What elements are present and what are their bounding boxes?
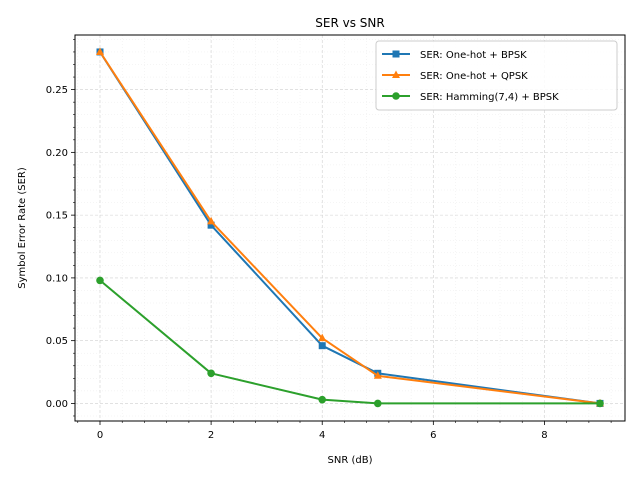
data-point <box>207 216 216 225</box>
data-point <box>96 47 104 55</box>
data-point <box>318 333 327 342</box>
legend-marker <box>392 50 400 58</box>
y-tick-label: 0.20 <box>46 148 68 159</box>
y-tick-label: 0.25 <box>46 85 68 96</box>
legend-marker <box>392 70 400 78</box>
x-tick-label: 0 <box>97 430 103 441</box>
y-axis-label: Symbol Error Rate (SER) <box>17 167 28 289</box>
legend-box <box>375 40 618 111</box>
x-tick-label: 6 <box>430 430 436 441</box>
data-point <box>207 369 215 378</box>
x-tick-label: 2 <box>208 430 214 441</box>
data-point <box>318 342 326 350</box>
grid <box>75 35 625 421</box>
series-3 <box>96 276 604 408</box>
y-tick-label: 0.00 <box>46 399 68 410</box>
chart-title: SER vs SNR <box>315 16 384 30</box>
series-line <box>99 279 600 405</box>
legend: SER: One-hot + BPSK SER: One-hot + QPSK SE… <box>375 40 618 111</box>
y-tick-label: 0.05 <box>46 336 68 347</box>
data-point <box>96 276 104 285</box>
x-tick-label: 8 <box>541 430 547 441</box>
legend-label: SER: One-hot + QPSK <box>420 71 528 82</box>
x-axis-label: SNR (dB) <box>328 455 373 466</box>
y-tick-label: 0.15 <box>46 211 68 222</box>
data-point <box>373 399 382 408</box>
axis-ticks: 0 2 4 6 8 0.00 0.05 0.10 0.15 0.20 0.25 <box>46 39 612 441</box>
data-point <box>373 371 382 379</box>
plot-series <box>96 47 604 408</box>
y-tick-label: 0.10 <box>46 273 68 284</box>
data-point <box>318 395 327 404</box>
legend-label: SER: One-hot + BPSK <box>420 50 527 61</box>
data-point <box>596 399 604 408</box>
data-point <box>207 221 215 229</box>
legend-marker <box>392 92 400 100</box>
x-tick-label: 4 <box>319 430 325 441</box>
legend-label: SER: Hamming(7,4) + BPSK <box>420 92 559 103</box>
plot-frame <box>74 34 626 422</box>
